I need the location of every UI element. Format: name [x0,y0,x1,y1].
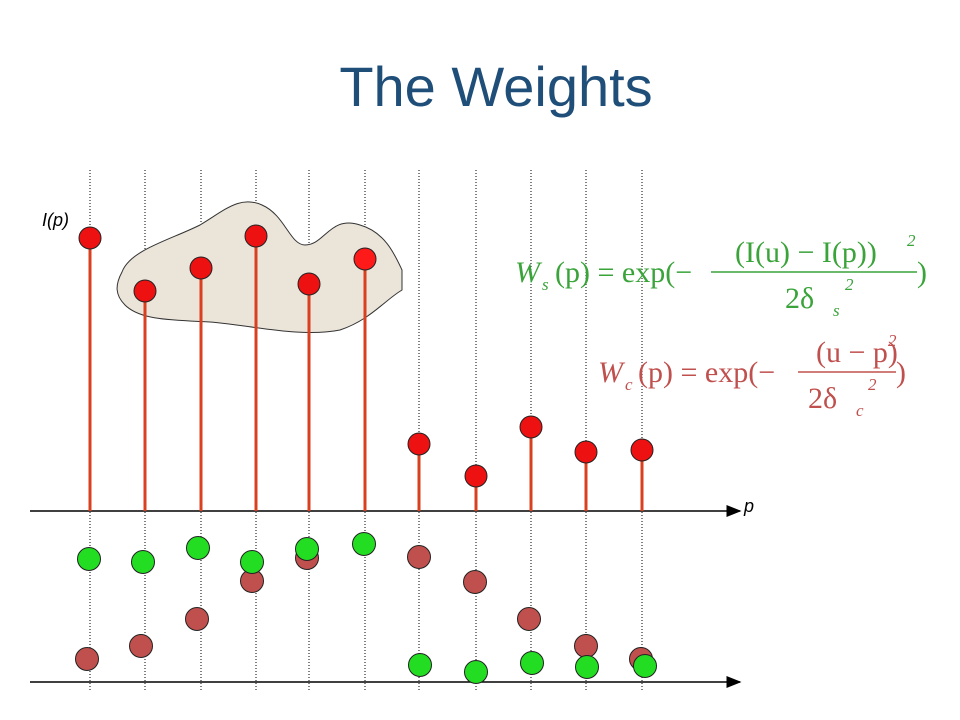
formula-text: s [542,275,549,294]
spatial-weight-dot [131,550,155,574]
sample-dot [244,224,268,248]
intensity-label: I(p) [42,210,69,230]
spatial-weight-dot [352,532,376,556]
formula-text: 2δ [785,282,814,315]
formula-text: W [598,356,626,389]
spatial-weight-dot [295,537,319,561]
formula-text: 2 [907,231,916,250]
spatial-weight-dot [520,651,544,675]
formula-text: 2 [845,275,854,294]
sample-dot [353,247,377,271]
formula-text: (p) = exp(− [638,356,775,389]
sample-dot [78,226,102,250]
formula-text: W [515,256,543,289]
sample-dot [189,256,213,280]
range-weight-dot [574,634,598,658]
formula-text: (p) = exp(− [555,256,692,289]
sample-dot [297,272,321,296]
sample-dot [630,438,654,462]
range-weight-dot [463,570,487,594]
sample-dot [574,440,598,464]
range-weight-dot [75,647,99,671]
spatial-weight-dot [408,653,432,677]
neighborhood-blob [116,201,403,334]
formula-text: ) [896,356,906,389]
spatial-weight-dot [186,536,210,560]
formula-text: (I(u) − I(p)) [735,236,877,269]
range-weight-dot [407,545,431,569]
spatial-weight-formula: W s (p) = exp(− (I(u) − I(p)) 2 2δ s 2 ) [515,231,927,320]
spatial-weight-dot [77,547,101,571]
spatial-weight-dot [633,654,657,678]
sample-dot [519,415,543,439]
formula-text: c [625,375,633,394]
sample-dot [464,464,488,488]
range-weight-dot [129,634,153,658]
range-weight-dot [517,607,541,631]
formula-text: 2 [888,331,897,350]
formula-text: ) [917,256,927,289]
spatial-weight-dot [240,550,264,574]
formula-text: 2δ [808,382,837,415]
intensity-stems [78,224,654,511]
spatial-weight-dot [575,655,599,679]
weight-dots [75,532,657,684]
formula-text: s [833,301,840,320]
position-label: p [743,496,754,516]
range-weight-dot [185,607,209,631]
title: The Weights [339,55,652,118]
spatial-weight-dot [464,660,488,684]
formula-text: 2 [868,375,877,394]
formula-text: (u − p) [816,336,898,369]
range-weight-formula: W c (p) = exp(− (u − p) 2 2δ c 2 ) [598,331,906,420]
sample-dot [133,279,157,303]
formula-text: c [856,401,864,420]
sample-dot [407,432,431,456]
